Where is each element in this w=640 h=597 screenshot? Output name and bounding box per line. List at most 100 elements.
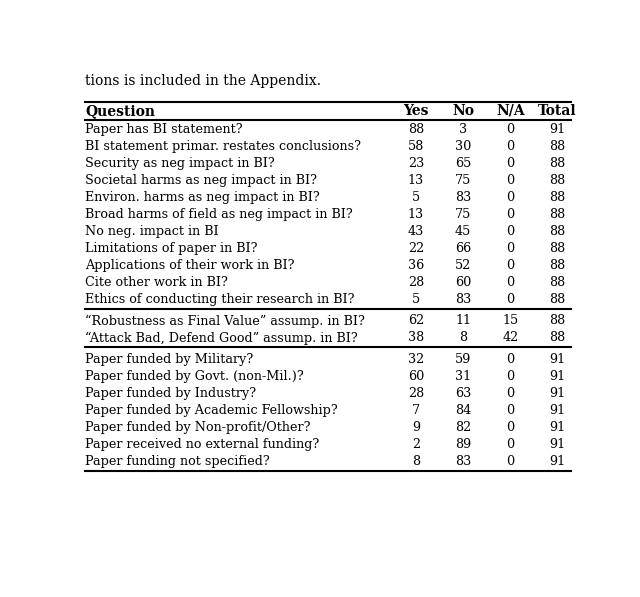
Text: 13: 13	[408, 174, 424, 187]
Text: 38: 38	[408, 331, 424, 344]
Text: 0: 0	[506, 242, 515, 255]
Text: 36: 36	[408, 259, 424, 272]
Text: 5: 5	[412, 293, 420, 306]
Text: 0: 0	[506, 421, 515, 434]
Text: 13: 13	[408, 208, 424, 221]
Text: 0: 0	[506, 174, 515, 187]
Text: 91: 91	[549, 370, 566, 383]
Text: 11: 11	[455, 315, 471, 327]
Text: 66: 66	[455, 242, 471, 255]
Text: 88: 88	[549, 208, 566, 221]
Text: 88: 88	[549, 315, 566, 327]
Text: BI statement primar. restates conclusions?: BI statement primar. restates conclusion…	[85, 140, 361, 153]
Text: 88: 88	[549, 259, 566, 272]
Text: 65: 65	[455, 157, 471, 170]
Text: No: No	[452, 104, 474, 118]
Text: 60: 60	[408, 370, 424, 383]
Text: 2: 2	[412, 438, 420, 451]
Text: Limitations of paper in BI?: Limitations of paper in BI?	[85, 242, 257, 255]
Text: 88: 88	[549, 140, 566, 153]
Text: Cite other work in BI?: Cite other work in BI?	[85, 276, 228, 289]
Text: Paper funded by Non-profit/Other?: Paper funded by Non-profit/Other?	[85, 421, 310, 434]
Text: 63: 63	[455, 387, 471, 400]
Text: 91: 91	[549, 387, 566, 400]
Text: 88: 88	[408, 123, 424, 136]
Text: 60: 60	[455, 276, 471, 289]
Text: 8: 8	[459, 331, 467, 344]
Text: 28: 28	[408, 276, 424, 289]
Text: 0: 0	[506, 225, 515, 238]
Text: Paper received no external funding?: Paper received no external funding?	[85, 438, 319, 451]
Text: Security as neg impact in BI?: Security as neg impact in BI?	[85, 157, 275, 170]
Text: 91: 91	[549, 421, 566, 434]
Text: 0: 0	[506, 140, 515, 153]
Text: 59: 59	[455, 353, 471, 366]
Text: 83: 83	[455, 191, 471, 204]
Text: Paper funded by Industry?: Paper funded by Industry?	[85, 387, 256, 400]
Text: Total: Total	[538, 104, 577, 118]
Text: 32: 32	[408, 353, 424, 366]
Text: 88: 88	[549, 225, 566, 238]
Text: 89: 89	[455, 438, 471, 451]
Text: 75: 75	[455, 174, 471, 187]
Text: 52: 52	[455, 259, 471, 272]
Text: 0: 0	[506, 387, 515, 400]
Text: 0: 0	[506, 123, 515, 136]
Text: 22: 22	[408, 242, 424, 255]
Text: 45: 45	[455, 225, 471, 238]
Text: 75: 75	[455, 208, 471, 221]
Text: 0: 0	[506, 438, 515, 451]
Text: tions is included in the Appendix.: tions is included in the Appendix.	[85, 73, 321, 88]
Text: 91: 91	[549, 123, 566, 136]
Text: 43: 43	[408, 225, 424, 238]
Text: Paper funding not specified?: Paper funding not specified?	[85, 455, 269, 468]
Text: 0: 0	[506, 191, 515, 204]
Text: Broad harms of field as neg impact in BI?: Broad harms of field as neg impact in BI…	[85, 208, 353, 221]
Text: 5: 5	[412, 191, 420, 204]
Text: 15: 15	[502, 315, 518, 327]
Text: 3: 3	[459, 123, 467, 136]
Text: 31: 31	[455, 370, 471, 383]
Text: Paper has BI statement?: Paper has BI statement?	[85, 123, 243, 136]
Text: 88: 88	[549, 157, 566, 170]
Text: 84: 84	[455, 404, 471, 417]
Text: 88: 88	[549, 293, 566, 306]
Text: 0: 0	[506, 455, 515, 468]
Text: 62: 62	[408, 315, 424, 327]
Text: No neg. impact in BI: No neg. impact in BI	[85, 225, 219, 238]
Text: 91: 91	[549, 353, 566, 366]
Text: 88: 88	[549, 191, 566, 204]
Text: 0: 0	[506, 353, 515, 366]
Text: 28: 28	[408, 387, 424, 400]
Text: 23: 23	[408, 157, 424, 170]
Text: Yes: Yes	[403, 104, 429, 118]
Text: 0: 0	[506, 157, 515, 170]
Text: Ethics of conducting their research in BI?: Ethics of conducting their research in B…	[85, 293, 355, 306]
Text: Applications of their work in BI?: Applications of their work in BI?	[85, 259, 294, 272]
Text: 42: 42	[502, 331, 518, 344]
Text: 0: 0	[506, 404, 515, 417]
Text: 82: 82	[455, 421, 471, 434]
Text: 88: 88	[549, 276, 566, 289]
Text: Environ. harms as neg impact in BI?: Environ. harms as neg impact in BI?	[85, 191, 320, 204]
Text: 0: 0	[506, 370, 515, 383]
Text: 83: 83	[455, 293, 471, 306]
Text: 83: 83	[455, 455, 471, 468]
Text: 91: 91	[549, 438, 566, 451]
Text: 7: 7	[412, 404, 420, 417]
Text: N/A: N/A	[496, 104, 525, 118]
Text: 91: 91	[549, 404, 566, 417]
Text: Question: Question	[85, 104, 155, 118]
Text: 0: 0	[506, 259, 515, 272]
Text: 91: 91	[549, 455, 566, 468]
Text: Societal harms as neg impact in BI?: Societal harms as neg impact in BI?	[85, 174, 317, 187]
Text: 9: 9	[412, 421, 420, 434]
Text: Paper funded by Academic Fellowship?: Paper funded by Academic Fellowship?	[85, 404, 338, 417]
Text: Paper funded by Govt. (non-Mil.)?: Paper funded by Govt. (non-Mil.)?	[85, 370, 304, 383]
Text: Paper funded by Military?: Paper funded by Military?	[85, 353, 253, 366]
Text: 88: 88	[549, 174, 566, 187]
Text: 30: 30	[455, 140, 471, 153]
Text: 0: 0	[506, 208, 515, 221]
Text: “Attack Bad, Defend Good” assump. in BI?: “Attack Bad, Defend Good” assump. in BI?	[85, 331, 358, 344]
Text: 88: 88	[549, 242, 566, 255]
